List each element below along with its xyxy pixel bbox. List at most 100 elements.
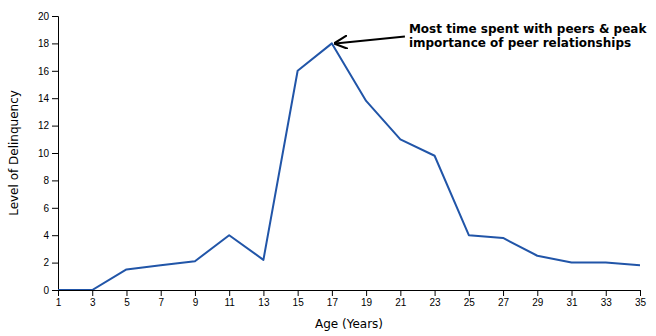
y-tick-label: 20 [38,11,50,22]
x-tick: 3 [90,290,96,308]
x-axis-line [59,291,641,297]
annotation-line: importance of peer relationships [409,36,631,50]
y-tick-label: 2 [43,257,49,268]
y-tick-label: 14 [38,93,50,104]
x-tick: 11 [224,290,235,308]
y-tick-label: 0 [43,285,49,296]
x-tick-label: 19 [361,297,373,308]
x-tick-mark [126,290,127,296]
x-tick: 29 [532,290,544,308]
x-axis-label: Age (Years) [315,317,383,331]
y-tick: 10 [38,148,58,159]
x-tick-label: 25 [464,297,476,308]
y-tick-label: 10 [38,148,50,159]
y-tick-label: 18 [38,38,50,49]
x-axis: 1357911131517192123252729313335 [56,290,647,308]
x-tick: 31 [566,290,578,308]
x-tick-mark [435,290,436,296]
x-tick-mark [263,290,264,296]
y-tick-label: 12 [38,120,50,131]
x-tick-mark [572,290,573,296]
y-tick-mark [52,180,58,181]
x-tick-label: 11 [224,297,235,308]
x-tick: 13 [258,290,270,308]
y-tick-label: 6 [43,203,49,214]
y-tick-mark [52,16,58,17]
x-tick: 7 [158,290,164,308]
x-tick-mark [366,290,367,296]
x-tick: 1 [56,290,62,308]
annotation-text: Most time spent with peers & peakimporta… [409,22,647,50]
y-axis-label: Level of Delinquency [7,90,21,216]
plot: 1357911131517192123252729313335024681012… [38,11,648,308]
y-tick: 14 [38,93,58,104]
x-tick: 15 [293,290,305,308]
y-tick-mark [52,263,58,264]
x-tick-mark [640,290,641,296]
x-tick: 19 [361,290,373,308]
x-tick: 21 [395,290,407,308]
x-tick: 17 [327,290,339,308]
annotations: Most time spent with peers & peakimporta… [335,22,647,50]
x-tick-label: 1 [56,297,62,308]
y-tick: 2 [43,257,58,268]
y-axis-line [52,17,59,291]
x-tick: 27 [498,290,510,308]
y-tick: 0 [43,285,58,296]
x-tick: 5 [124,290,130,308]
y-tick-label: 16 [38,66,50,77]
y-axis: 0 2 4 6 8 10 12 14 16 18 20 [38,11,59,296]
y-tick: 20 [38,11,58,22]
x-tick-mark [298,290,299,296]
x-tick-label: 17 [327,297,339,308]
x-tick-mark [537,290,538,296]
x-tick-label: 29 [532,297,544,308]
y-tick-mark [52,98,58,99]
x-tick-label: 5 [124,297,130,308]
chart: 1357911131517192123252729313335024681012… [0,0,656,336]
y-tick-mark [52,235,58,236]
x-tick-mark [469,290,470,296]
y-tick: 12 [38,120,58,131]
y-tick-mark [52,71,58,72]
y-tick-label: 4 [43,230,49,241]
x-tick-mark [195,290,196,296]
x-tick-label: 9 [193,297,199,308]
y-tick-label: 8 [43,175,49,186]
x-tick: 9 [193,290,199,308]
y-tick: 4 [43,230,58,241]
x-tick-label: 13 [258,297,270,308]
x-tick-label: 27 [498,297,510,308]
x-tick: 23 [430,290,442,308]
x-tick-label: 31 [566,297,578,308]
y-tick-mark [52,126,58,127]
x-tick-label: 33 [601,297,613,308]
x-tick-label: 35 [635,297,647,308]
y-tick: 18 [38,38,58,49]
x-tick-mark [503,290,504,296]
y-tick-mark [52,208,58,209]
data-line [58,43,640,290]
y-tick: 6 [43,203,58,214]
y-tick-mark [52,290,58,291]
x-tick-mark [92,290,93,296]
x-tick: 25 [464,290,476,308]
x-tick-mark [229,290,230,296]
y-tick: 8 [43,175,58,186]
x-tick-label: 21 [395,297,407,308]
x-tick-label: 23 [430,297,442,308]
y-tick-mark [52,153,58,154]
annotation-line: Most time spent with peers & peak [409,22,647,36]
x-tick-label: 15 [293,297,305,308]
x-tick-mark [161,290,162,296]
x-tick-label: 3 [90,297,96,308]
x-tick-mark [606,290,607,296]
x-tick: 33 [601,290,613,308]
x-tick-label: 7 [158,297,164,308]
y-tick: 16 [38,66,58,77]
annotation-arrow [335,37,405,44]
marks [58,43,640,290]
x-tick-mark [400,290,401,296]
x-tick-mark [332,290,333,296]
x-tick: 35 [635,290,647,308]
